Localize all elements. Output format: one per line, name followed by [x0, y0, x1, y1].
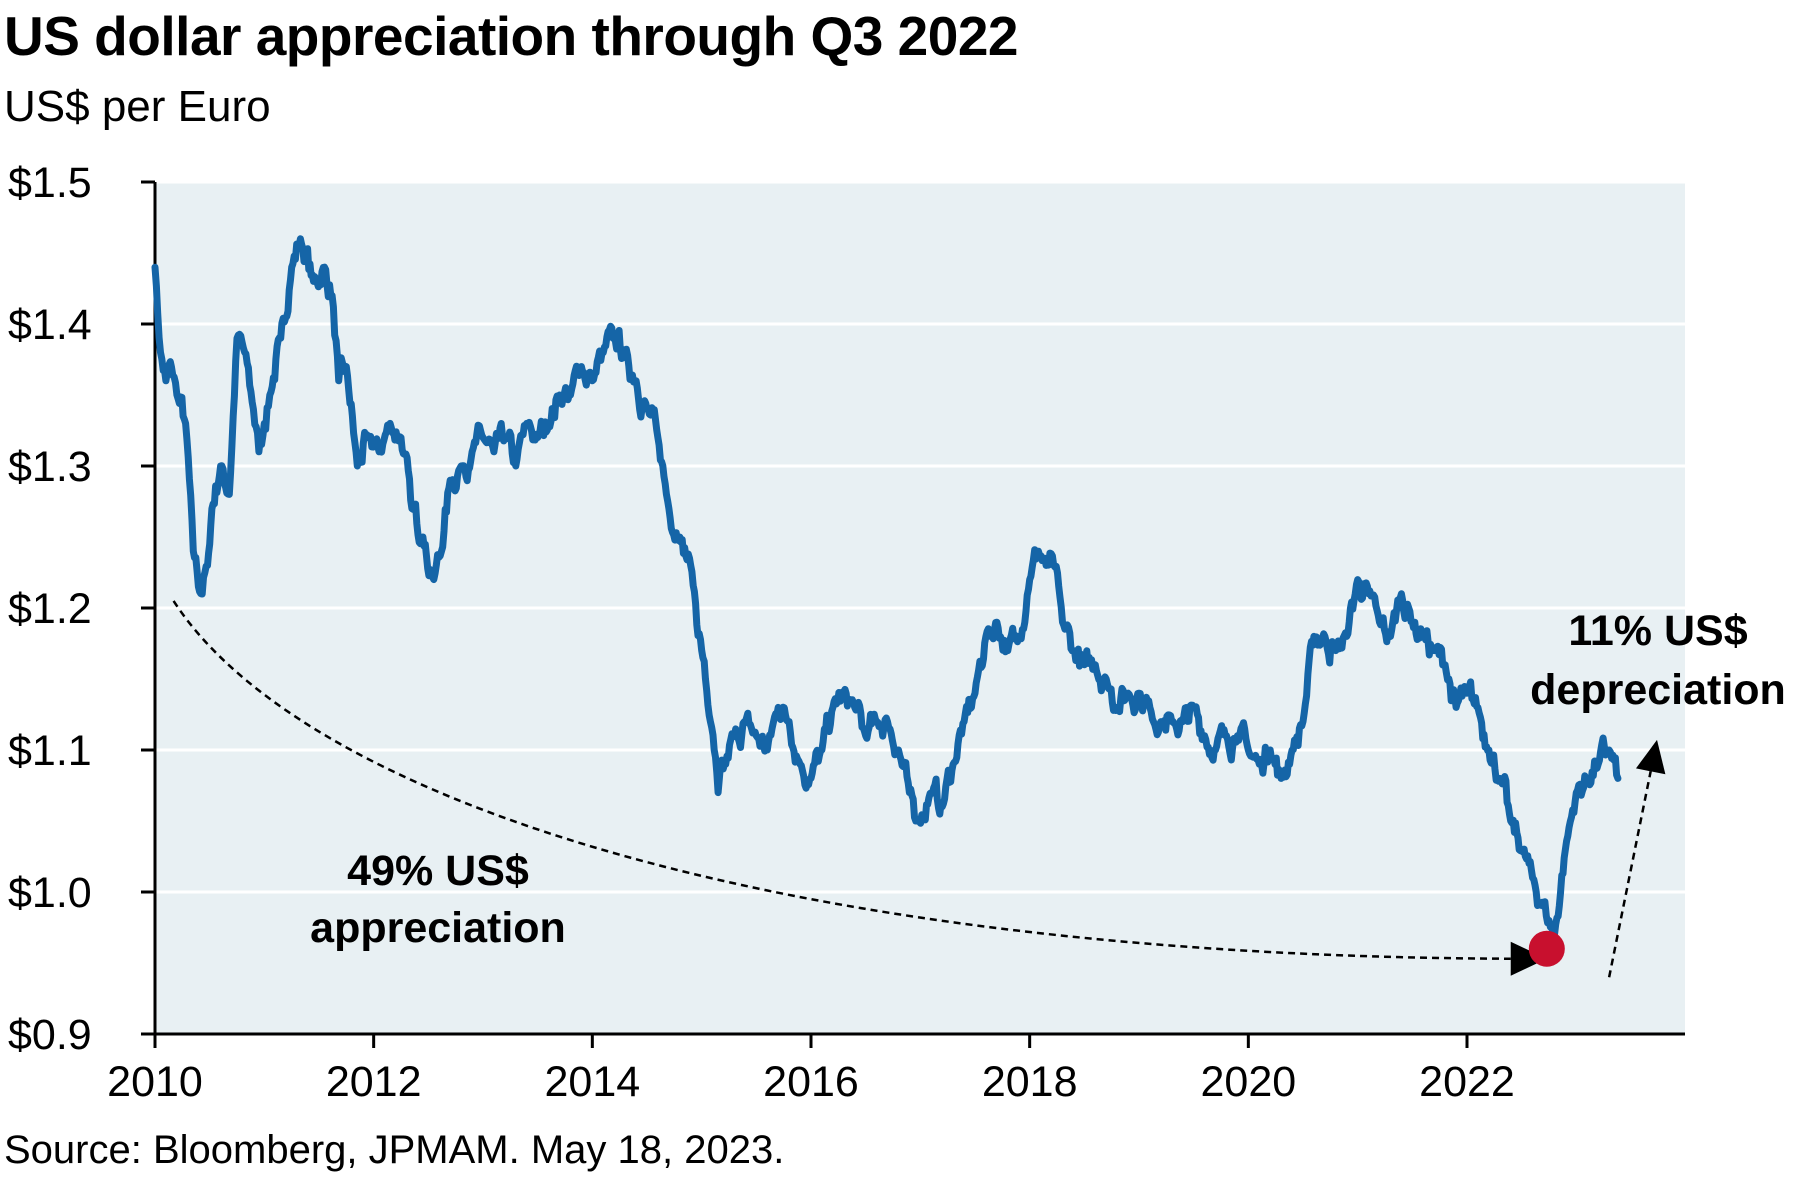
- y-tick-label: $1.2: [8, 585, 92, 633]
- y-tick-label: $1.5: [8, 159, 92, 207]
- eurusd-series-line: [151, 235, 1622, 939]
- chart-subtitle: US$ per Euro: [4, 82, 271, 131]
- x-tick-label: 2016: [763, 1058, 859, 1106]
- y-tick-label: $1.3: [8, 443, 92, 491]
- y-tick-label: $0.9: [8, 1011, 92, 1059]
- x-tick-label: 2018: [982, 1058, 1078, 1106]
- chart-title: US dollar appreciation through Q3 2022: [4, 5, 1019, 67]
- x-tick-label: 2014: [544, 1058, 640, 1106]
- depreciation-arrowhead: [1635, 739, 1666, 775]
- x-tick-label: 2010: [107, 1058, 203, 1106]
- depreciation-label-line2: depreciation: [1530, 666, 1786, 714]
- x-tick-label: 2020: [1200, 1058, 1296, 1106]
- depreciation-label-line1: 11% US$: [1568, 607, 1747, 655]
- y-tick-label: $1.1: [8, 727, 92, 775]
- data-series: [151, 235, 1622, 939]
- annotations: 49% US$ appreciation 11% US$ depreciatio…: [172, 600, 1786, 978]
- appreciation-label-line1: 49% US$: [347, 847, 529, 895]
- y-tick-label: $1.0: [8, 869, 92, 917]
- appreciation-arrowhead: [1510, 941, 1547, 976]
- appreciation-arrow: [172, 600, 1511, 960]
- x-tick-label: 2022: [1419, 1058, 1515, 1106]
- chart-source: Source: Bloomberg, JPMAM. May 18, 2023.: [4, 1128, 785, 1172]
- y-tick-label: $1.4: [8, 301, 92, 349]
- tick-labels: $0.9 $1.0 $1.1 $1.2 $1.3 $1.4 $1.5 2010 2012 2014…: [8, 159, 1515, 1106]
- gridlines: [155, 180, 1685, 894]
- x-tick-label: 2012: [326, 1058, 422, 1106]
- appreciation-label-line2: appreciation: [310, 904, 566, 952]
- trough-marker: [1528, 930, 1565, 967]
